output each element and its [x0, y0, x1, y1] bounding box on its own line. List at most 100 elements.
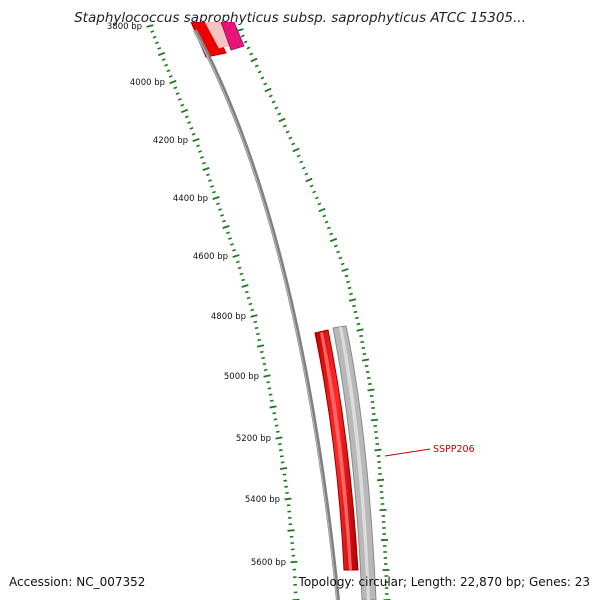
inner-tick	[152, 35, 157, 39]
outer-tick	[360, 340, 365, 344]
inner-tick	[235, 260, 240, 264]
inner-tick	[266, 381, 271, 384]
inner-tick	[198, 150, 202, 153]
inner-tick	[232, 254, 240, 258]
inner-tick	[274, 424, 279, 427]
outer-tick	[348, 298, 357, 302]
inner-tick	[263, 374, 271, 378]
outer-tick	[361, 358, 370, 362]
bp-label: 5200 bp	[236, 434, 271, 444]
inner-tick	[261, 356, 265, 360]
inner-tick	[250, 308, 255, 312]
inner-tick	[287, 529, 295, 532]
map-title: Staphylococcus saprophyticus subsp. sapr…	[74, 10, 526, 26]
outer-tick	[292, 147, 300, 153]
inner-tick	[283, 479, 288, 482]
outer-tick	[296, 154, 301, 158]
inner-tick	[173, 86, 178, 90]
outer-tick	[355, 316, 359, 320]
inner-tick	[228, 237, 232, 240]
gene-label-sspp206[interactable]: SSPP206	[433, 444, 475, 455]
bp-label: 4400 bp	[173, 194, 208, 204]
outer-tick	[274, 106, 279, 110]
inner-tick	[285, 491, 289, 494]
inner-tick	[187, 121, 192, 124]
outer-tick	[367, 388, 375, 392]
outer-tick	[362, 352, 367, 356]
inner-tick	[210, 185, 214, 188]
inner-tick	[218, 208, 222, 211]
inner-tick	[256, 344, 265, 348]
inner-tick	[254, 326, 259, 330]
gene-arrow-top-pink[interactable]	[220, 22, 245, 51]
inner-tick	[272, 412, 277, 415]
outer-tick	[347, 286, 352, 290]
inner-tick	[202, 167, 210, 171]
outer-tick	[240, 34, 245, 38]
inner-tick	[279, 467, 288, 470]
bp-label: 4000 bp	[130, 78, 165, 88]
inner-tick	[279, 455, 284, 458]
outer-tick	[349, 292, 353, 296]
outer-tick	[322, 214, 327, 218]
outer-tick	[309, 184, 314, 188]
inner-tick	[290, 560, 298, 564]
inner-tick	[241, 278, 246, 282]
outer-tick	[243, 40, 248, 44]
outer-tick	[365, 370, 370, 374]
outer-tick	[333, 244, 338, 248]
outer-tick	[326, 226, 331, 230]
outer-tick	[353, 310, 358, 314]
inner-tick	[259, 350, 264, 354]
inner-tick	[269, 405, 277, 409]
outer-tick	[271, 100, 276, 104]
inner-tick	[212, 190, 216, 194]
plasmid-backbone	[193, 29, 340, 600]
bp-label: 5000 bp	[224, 372, 259, 382]
bp-label: 4200 bp	[153, 136, 188, 146]
outer-tick	[318, 207, 326, 213]
inner-tick	[250, 314, 258, 318]
inner-tick	[157, 51, 166, 57]
outer-tick	[254, 64, 259, 68]
outer-tick	[361, 346, 366, 350]
inner-tick	[222, 219, 226, 223]
inner-tick	[246, 296, 251, 300]
inner-tick	[189, 127, 194, 130]
topology-text: Topology: circular; Length: 22,870 bp; G…	[298, 575, 590, 589]
outer-tick	[368, 382, 372, 386]
inner-tick	[154, 41, 159, 45]
inner-tick	[164, 63, 169, 67]
accession-text: Accession: NC_007352	[9, 575, 146, 589]
outer-tick	[352, 304, 356, 308]
outer-tick	[268, 94, 273, 98]
inner-tick	[244, 290, 249, 294]
inner-tick	[248, 302, 253, 306]
outer-tick	[264, 87, 272, 93]
outer-tick	[324, 220, 329, 224]
inner-tick	[146, 24, 154, 28]
inner-tick	[157, 46, 162, 50]
bp-label: 5600 bp	[251, 558, 286, 568]
inner-tick	[253, 320, 258, 324]
inner-tick	[184, 115, 189, 119]
inner-tick	[273, 418, 278, 421]
inner-tick	[269, 399, 274, 402]
outer-tick	[291, 142, 296, 146]
outer-tick	[246, 46, 251, 50]
outer-tick	[364, 364, 369, 368]
outer-tick	[376, 478, 385, 482]
inner-tick	[177, 98, 182, 101]
inner-tick	[208, 179, 212, 182]
inner-tick	[175, 92, 180, 95]
inner-tick	[284, 497, 292, 501]
outer-tick	[356, 328, 364, 332]
inner-tick	[230, 243, 234, 246]
outer-tick	[257, 70, 262, 74]
inner-tick	[226, 231, 230, 235]
outer-tick	[336, 250, 341, 254]
outer-tick	[263, 82, 268, 86]
inner-tick	[191, 132, 196, 136]
inner-tick	[196, 144, 200, 148]
